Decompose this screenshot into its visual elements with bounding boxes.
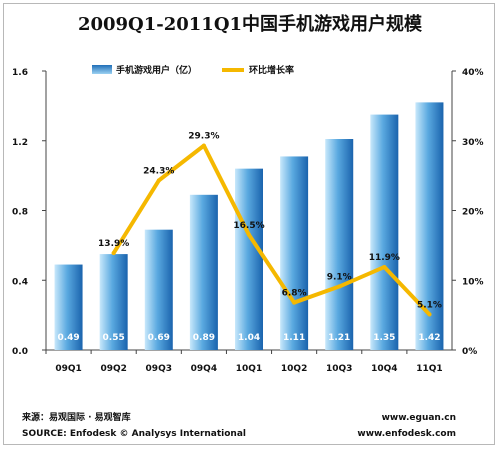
growth-label: 9.1% [327,273,352,283]
bar [54,264,83,350]
growth-point [201,143,206,148]
bar [235,168,263,350]
growth-point [292,300,297,305]
legend-line-label: 环比增长率 [249,64,294,76]
footer-site-1: www.eguan.cn [381,413,456,423]
bar-value-label: 1.35 [373,333,395,343]
y-tick-label-left: 0.4 [12,277,28,287]
x-tick-label: 09Q2 [100,364,126,374]
y-tick-label-right: 0% [462,347,477,357]
bar [325,139,354,350]
bar [189,194,218,350]
bar-value-label: 1.21 [328,333,350,343]
x-tick-label: 09Q3 [146,364,172,374]
growth-point [156,178,161,183]
growth-label: 24.3% [143,167,174,177]
y-tick-label-left: 1.6 [12,68,28,78]
y-tick-label-right: 40% [462,68,484,78]
y-tick-label-left: 0.0 [12,347,28,357]
y-tick-label-right: 30% [462,138,484,148]
bar [370,114,399,350]
growth-line [111,143,432,317]
bar-value-label: 1.42 [418,333,440,343]
growth-label: 5.1% [417,300,442,310]
x-tick-label: 09Q1 [55,364,81,374]
legend-bar-swatch [92,65,112,74]
footer-source: 来源：易观国际 · 易观智库 SOURCE: Enfodesk © Analys… [22,410,246,442]
x-tick-label: 09Q4 [191,364,217,374]
x-tick-label: 10Q2 [281,364,307,374]
growth-point [111,251,116,256]
growth-label: 11.9% [369,253,400,263]
growth-point [382,264,387,269]
y-tick-label-left: 0.8 [12,208,28,218]
chart-title: 2009Q1-2011Q1中国手机游戏用户规模 [77,14,423,35]
bar-value-label: 0.69 [148,333,170,343]
growth-label: 13.9% [98,239,129,249]
footer-site-2: www.enfodesk.com [357,429,456,439]
bar [144,229,173,350]
bar-value-label: 1.04 [238,333,260,343]
x-tick-label: 10Q1 [236,364,262,374]
growth-point [427,312,432,317]
footer-sites: www.eguan.cn www.enfodesk.com [357,410,456,442]
bar [415,102,444,350]
x-tick-label: 11Q1 [416,364,442,374]
growth-point [337,284,342,289]
bar [280,156,309,350]
footer-source-en: SOURCE: Enfodesk © Analysys Internationa… [22,429,246,439]
y-tick-label-right: 20% [462,208,484,218]
x-tick-label: 10Q3 [326,364,352,374]
bar-value-label: 1.11 [283,333,305,343]
growth-label: 16.5% [233,221,264,231]
bar [99,254,128,350]
bar-value-label: 0.89 [193,333,215,343]
bar-value-label: 0.55 [103,333,125,343]
legend: 手机游戏用户（亿） 环比增长率 [92,64,294,76]
bar-value-label: 0.49 [57,333,79,343]
footer-source-cn: 来源：易观国际 · 易观智库 [22,413,131,423]
legend-bar-label: 手机游戏用户（亿） [116,64,197,76]
growth-point [247,232,251,237]
y-tick-label-right: 10% [462,277,484,287]
growth-label: 29.3% [188,132,219,142]
x-tick-label: 10Q4 [371,364,397,374]
growth-label: 6.8% [282,289,307,299]
y-tick-label-left: 1.2 [12,138,28,148]
